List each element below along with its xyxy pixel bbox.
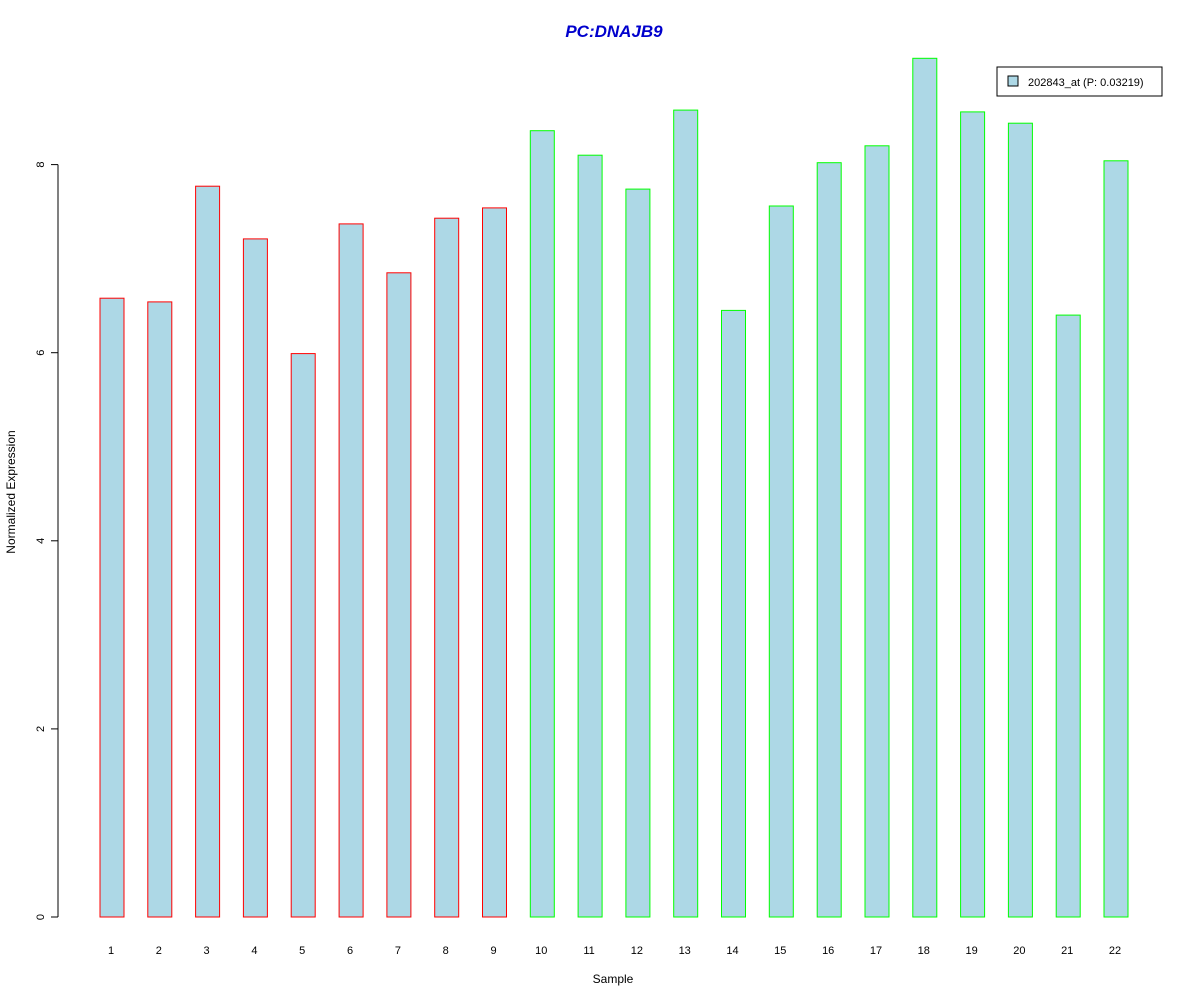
x-tick-label: 1 — [108, 945, 114, 957]
bar-sample-12 — [625, 188, 651, 918]
legend: 202843_at (P: 0.03219) — [996, 66, 1163, 97]
bar-sample-21 — [1055, 314, 1081, 918]
bar-sample-17 — [864, 145, 890, 918]
x-tick-label: 4 — [251, 945, 257, 957]
legend-label: 202843_at (P: 0.03219) — [1028, 77, 1144, 89]
bar-sample-6 — [338, 223, 364, 918]
chart-title: PC:DNAJB9 — [565, 22, 663, 41]
x-tick-label: 2 — [156, 945, 162, 957]
x-tick-label: 17 — [870, 945, 882, 957]
legend-swatch — [1007, 75, 1019, 87]
bar-sample-3 — [195, 185, 221, 918]
bar-sample-14 — [721, 309, 746, 918]
x-tick-label: 11 — [583, 945, 594, 957]
x-tick-label: 3 — [204, 945, 210, 957]
x-tick-label: 12 — [631, 945, 643, 957]
x-tick-label: 18 — [918, 945, 930, 957]
y-axis: 0 2 4 6 8 — [35, 162, 59, 920]
legend-box — [996, 66, 1163, 97]
x-tick-label: 10 — [535, 945, 547, 957]
x-axis-label: Sample — [593, 972, 634, 986]
bar-sample-2 — [147, 301, 173, 918]
bar-sample-9 — [482, 207, 507, 918]
x-tick-label: 6 — [347, 945, 353, 957]
x-tick-label: 9 — [490, 945, 496, 957]
x-tick-label: 7 — [395, 945, 401, 957]
y-axis-label: Normalized Expression — [4, 430, 18, 553]
x-tick-label: 13 — [679, 945, 691, 957]
x-tick-label: 14 — [726, 945, 738, 957]
bars — [99, 57, 1129, 918]
bar-sample-11 — [577, 154, 603, 918]
bar-sample-4 — [242, 238, 268, 918]
x-tick-label: 8 — [443, 945, 449, 957]
bar-sample-16 — [816, 162, 842, 918]
y-tick-label: 8 — [35, 162, 47, 168]
y-tick-label: 6 — [35, 350, 47, 356]
x-tick-label: 5 — [299, 945, 305, 957]
y-tick-label: 0 — [35, 914, 47, 920]
bar-sample-20 — [1007, 122, 1033, 918]
bar-sample-5 — [290, 353, 316, 918]
x-tick-label: 19 — [965, 945, 977, 957]
bar-sample-22 — [1103, 160, 1129, 918]
x-tick-label: 15 — [774, 945, 786, 957]
x-tick-label: 20 — [1013, 945, 1025, 957]
x-tick-labels: 1 2 3 4 5 6 7 8 9 10 11 12 13 14 15 16 17 18 19 20 21 22 — [108, 945, 1121, 957]
bar-sample-15 — [768, 205, 794, 918]
bar-sample-18 — [912, 57, 938, 918]
bar-sample-19 — [960, 111, 986, 918]
bar-sample-13 — [673, 109, 699, 918]
x-tick-label: 22 — [1109, 945, 1121, 957]
x-tick-label: 16 — [822, 945, 834, 957]
y-tick-label: 4 — [35, 538, 47, 544]
x-tick-label: 21 — [1061, 945, 1073, 957]
bar-sample-7 — [386, 272, 412, 918]
bar-sample-10 — [529, 130, 555, 918]
y-tick-label: 2 — [35, 726, 47, 732]
bar-sample-1 — [99, 297, 125, 918]
bar-sample-8 — [434, 217, 460, 918]
